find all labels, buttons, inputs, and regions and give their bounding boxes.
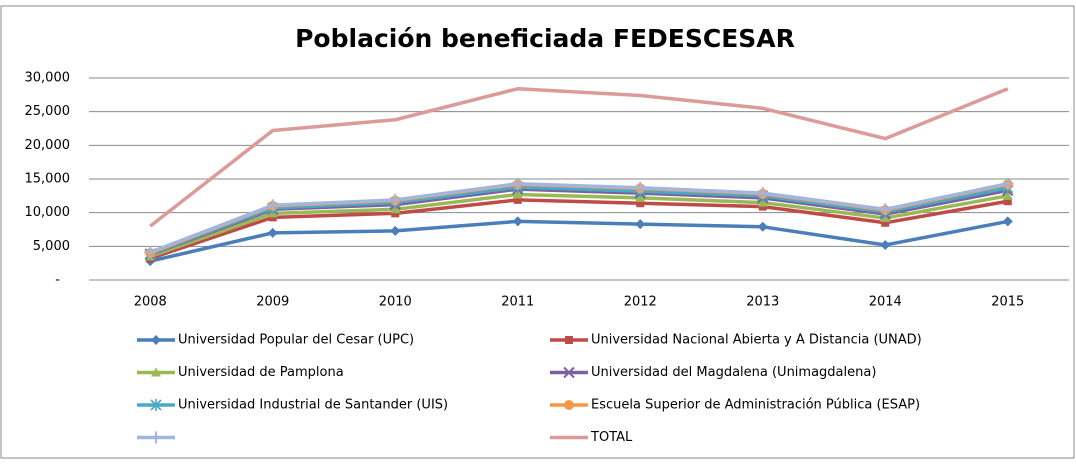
- legend-label: Universidad Popular del Cesar (UPC): [178, 333, 414, 348]
- marker: [1002, 216, 1013, 227]
- marker: [1002, 190, 1013, 200]
- series-line: [149, 219, 1009, 263]
- series-line: [149, 181, 1009, 255]
- x-tick-label: 2014: [869, 295, 902, 310]
- point: [271, 129, 275, 133]
- x-tick-label: 2009: [256, 295, 289, 310]
- series-line: [149, 185, 1009, 256]
- series-line: [149, 87, 1009, 228]
- marker: [1001, 177, 1014, 190]
- marker: [512, 189, 523, 199]
- legend-marker: [564, 400, 574, 410]
- legend-marker: [150, 431, 162, 444]
- marker: [390, 225, 401, 236]
- legend-label: TOTAL: [590, 430, 633, 445]
- point: [638, 94, 642, 98]
- legend-marker: [563, 366, 575, 379]
- legend-label: Universidad del Magdalena (Unimagdalena): [591, 365, 876, 380]
- point: [516, 87, 520, 91]
- x-tick-label: 2012: [624, 295, 657, 310]
- marker: [267, 227, 278, 238]
- marker: [635, 219, 646, 230]
- point: [883, 137, 887, 141]
- y-tick-label: 15,000: [25, 172, 71, 187]
- x-tick-label: 2011: [501, 295, 534, 310]
- marker: [757, 221, 768, 232]
- chart-frame: [0, 5, 1075, 459]
- legend-marker: [151, 335, 161, 345]
- point: [1006, 87, 1010, 91]
- legend-label: Universidad de Pamplona: [178, 365, 344, 380]
- chart-title: Población beneficiada FEDESCESAR: [295, 24, 795, 53]
- legend-label: Universidad Nacional Abierta y A Distanc…: [591, 333, 922, 348]
- marker: [266, 199, 279, 212]
- marker: [511, 177, 524, 190]
- point: [761, 106, 765, 110]
- x-tick-label: 2013: [746, 295, 779, 310]
- marker: [144, 246, 157, 259]
- marker: [757, 197, 768, 207]
- x-tick-label: 2008: [134, 295, 167, 310]
- series-line: [149, 198, 1009, 261]
- point: [393, 118, 397, 122]
- y-tick-label: 30,000: [25, 71, 71, 86]
- y-tick-label: 20,000: [25, 138, 71, 153]
- marker: [880, 239, 891, 250]
- marker: [512, 216, 523, 227]
- legend-marker: [151, 367, 161, 377]
- marker: [390, 204, 401, 214]
- marker: [389, 193, 402, 206]
- y-tick-label: 5,000: [33, 239, 70, 254]
- marker: [634, 181, 647, 194]
- legend-marker: [565, 336, 573, 344]
- point: [148, 224, 152, 228]
- marker: [635, 192, 646, 202]
- legend-marker: [150, 399, 162, 411]
- marker: [879, 203, 892, 216]
- x-tick-label: 2010: [379, 295, 412, 310]
- y-tick-label: -: [55, 273, 60, 288]
- series-line: [149, 192, 1009, 259]
- legend-label: Universidad Industrial de Santander (UIS…: [178, 398, 448, 413]
- y-tick-label: 25,000: [25, 104, 71, 119]
- legend-label: Escuela Superior de Administración Públi…: [591, 398, 920, 413]
- marker: [756, 187, 769, 200]
- y-tick-label: 10,000: [25, 205, 71, 220]
- x-tick-label: 2015: [991, 295, 1024, 310]
